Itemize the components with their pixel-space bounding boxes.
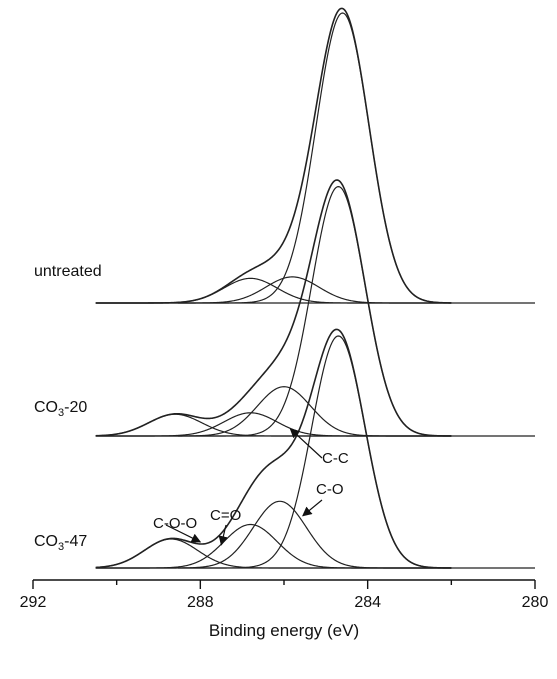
annotation-arrow bbox=[289, 428, 323, 459]
spectrum-2 bbox=[95, 179, 535, 437]
fit-component-1 bbox=[95, 335, 452, 569]
x-axis-title: Binding energy (eV) bbox=[209, 621, 359, 640]
x-tick-label: 284 bbox=[354, 594, 381, 611]
fit-component-4 bbox=[95, 538, 452, 569]
annotation-arrow bbox=[302, 499, 323, 517]
annotation-label: C-C bbox=[322, 450, 349, 467]
spectrum-labels: untreated CO3-20 CO3-47 bbox=[34, 263, 102, 553]
spectrum-3 bbox=[95, 328, 535, 569]
x-tick-label: 280 bbox=[522, 594, 549, 611]
envelope-curve bbox=[95, 179, 452, 437]
spectrum-label: CO3-47 bbox=[34, 533, 87, 553]
envelope-curve bbox=[95, 328, 452, 569]
fit-component-1 bbox=[95, 185, 452, 437]
spectrum-label: untreated bbox=[34, 263, 102, 280]
peak-annotations: C-C C-O C=O C-O-O bbox=[153, 428, 349, 546]
envelope-curve bbox=[95, 7, 452, 304]
fit-component-4 bbox=[95, 413, 452, 437]
x-tick-label: 292 bbox=[20, 594, 47, 611]
fit-component-3 bbox=[95, 276, 452, 304]
annotation-arrow bbox=[165, 524, 202, 543]
annotation-label: C=O bbox=[210, 507, 241, 524]
x-axis: 292 288 284 280 bbox=[20, 579, 549, 611]
annotation-label: C-O bbox=[316, 481, 344, 498]
fit-component-3 bbox=[95, 523, 452, 569]
fit-component-2 bbox=[95, 500, 452, 569]
annotation-label: C-O-O bbox=[153, 515, 197, 532]
spectrum-label: CO3-20 bbox=[34, 399, 87, 419]
annotation-arrow bbox=[218, 524, 228, 546]
spectrum-1 bbox=[95, 7, 535, 304]
x-tick-label: 288 bbox=[187, 594, 214, 611]
plot-area bbox=[95, 7, 535, 569]
fit-component-2 bbox=[95, 386, 452, 437]
fit-component-1 bbox=[95, 12, 452, 304]
